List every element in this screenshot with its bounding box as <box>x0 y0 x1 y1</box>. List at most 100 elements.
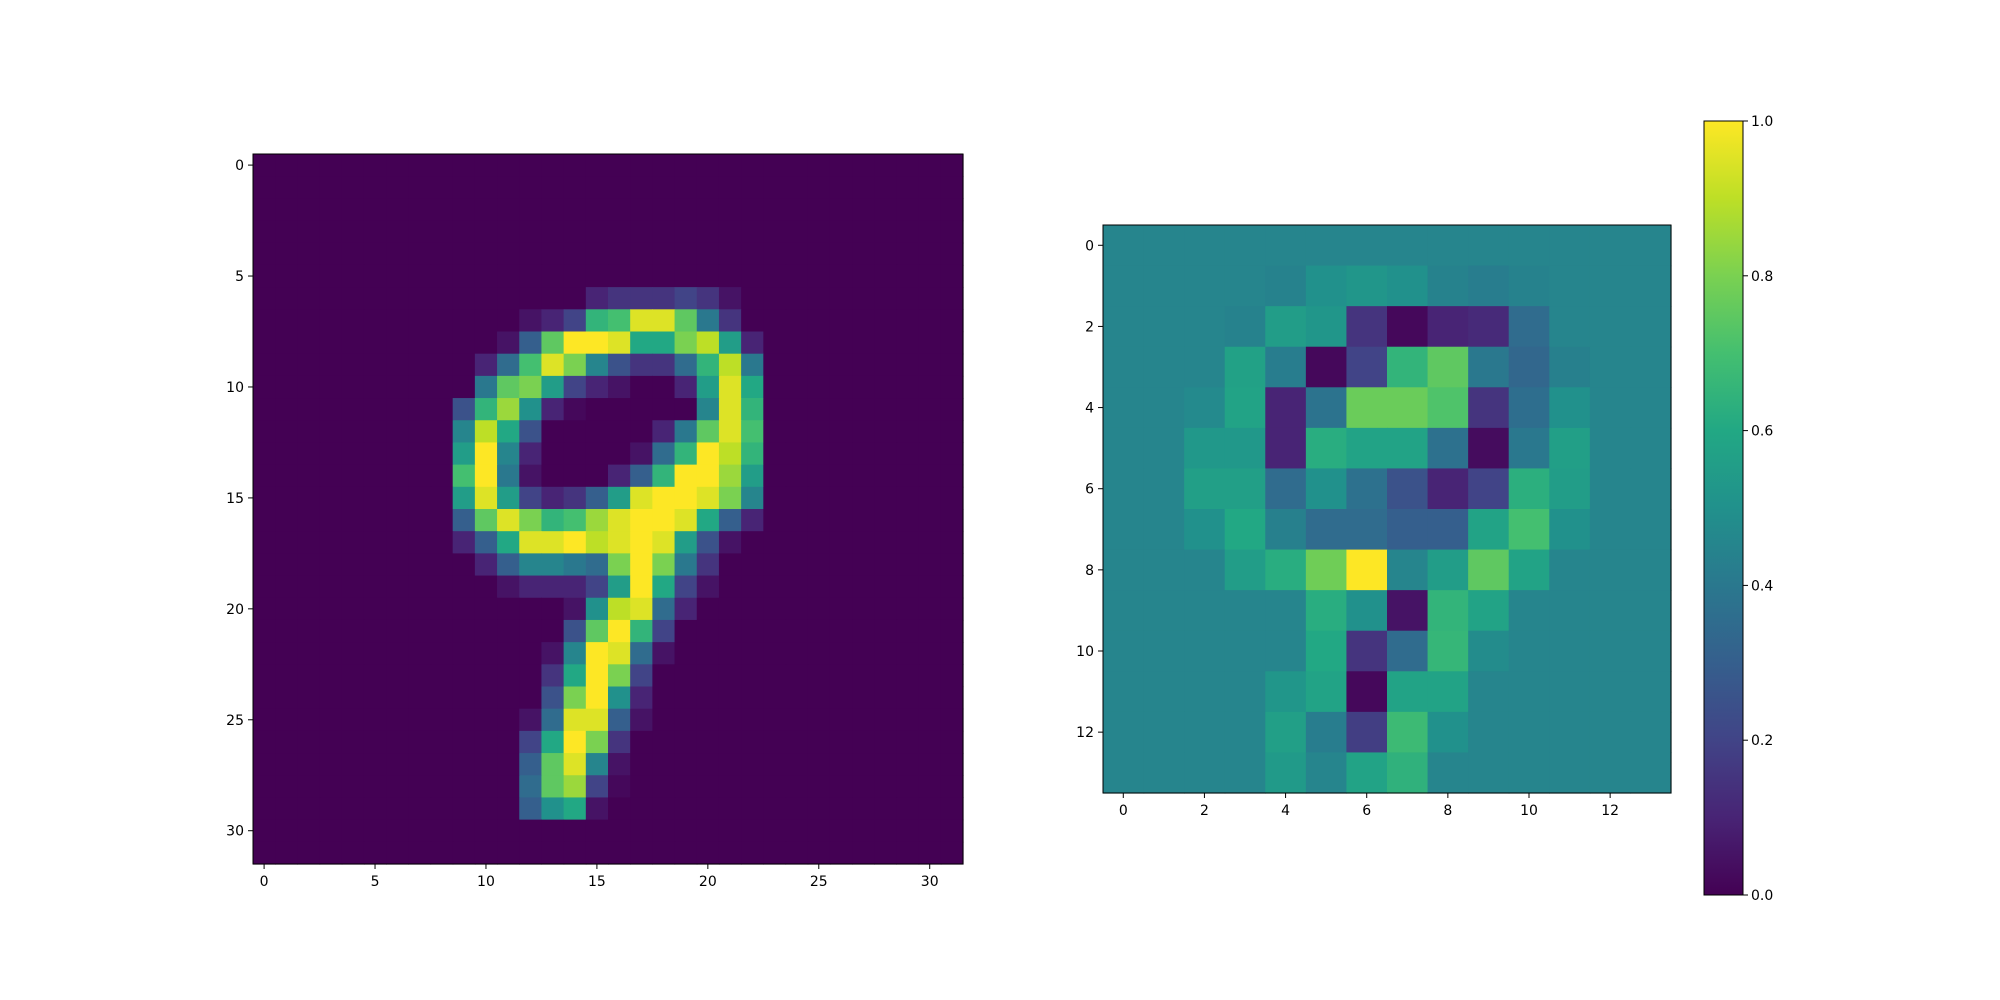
right-heatmap-cell <box>1468 630 1510 672</box>
left-heatmap-cell <box>253 242 276 266</box>
left-heatmap-cell <box>674 664 698 688</box>
left-heatmap-cell <box>497 398 520 421</box>
left-heatmap-cell <box>741 775 764 799</box>
left-heatmap-cell <box>297 353 321 377</box>
left-heatmap-cell <box>497 464 520 488</box>
left-heatmap-cell <box>807 309 831 333</box>
left-heatmap-cell <box>585 176 609 199</box>
left-heatmap-cell <box>785 553 809 577</box>
left-heatmap-cell <box>696 553 720 577</box>
right-heatmap-cell <box>1143 468 1185 510</box>
left-heatmap-cell <box>452 708 476 732</box>
left-heatmap-cell <box>874 686 898 710</box>
left-heatmap-cell <box>341 642 365 665</box>
right-heatmap-cell <box>1103 265 1145 307</box>
left-heatmap-cell <box>452 486 476 510</box>
left-heatmap-cell <box>829 220 853 244</box>
left-heatmap-cell <box>918 575 942 599</box>
right-heatmap-cell <box>1265 711 1307 754</box>
left-heatmap-cell <box>386 198 409 222</box>
left-heatmap-cell <box>874 753 898 776</box>
left-heatmap-cell <box>474 242 498 266</box>
left-heatmap-cell <box>386 597 409 621</box>
left-heatmap-cell <box>807 242 831 266</box>
left-heatmap-cell <box>430 553 454 577</box>
left-heatmap-cell <box>829 287 853 310</box>
right-heatmap-cell <box>1630 549 1672 591</box>
left-heatmap-cell <box>363 198 387 222</box>
left-heatmap-cell <box>563 819 587 843</box>
left-heatmap-cell <box>452 797 476 821</box>
left-heatmap-cell <box>608 642 631 665</box>
left-heatmap-cell <box>497 531 520 554</box>
left-heatmap-cell <box>497 287 520 310</box>
left-heatmap-cell <box>408 309 432 333</box>
left-heatmap-cell <box>341 176 365 199</box>
left-heatmap-cell <box>474 642 498 665</box>
left-heatmap-cell <box>918 531 942 554</box>
left-heatmap-cell <box>275 331 298 355</box>
right-heatmap-cell <box>1224 346 1266 388</box>
left-heatmap-cell <box>785 331 809 355</box>
left-heatmap-cell <box>741 176 764 199</box>
right-heatmap-cell <box>1589 306 1632 348</box>
left-heatmap-cell <box>852 264 875 288</box>
left-heatmap-cell <box>918 730 942 754</box>
right-heatmap-cell <box>1508 671 1550 713</box>
left-heatmap-cell <box>696 198 720 222</box>
right-heatmap-cell <box>1346 509 1388 551</box>
left-heatmap-cell <box>275 553 298 577</box>
left-heatmap-cell <box>763 797 787 821</box>
right-heatmap-cell <box>1508 306 1550 348</box>
left-heatmap-cell <box>253 819 276 843</box>
right-heatmap-cell <box>1265 468 1307 510</box>
left-heatmap-cell <box>874 375 898 399</box>
left-heatmap-cell <box>696 176 720 199</box>
right-heatmap-cell <box>1265 225 1307 267</box>
right-heatmap-cell <box>1143 671 1185 713</box>
right-heatmap-cell <box>1427 509 1469 551</box>
left-heatmap-cell <box>275 287 298 310</box>
left-heatmap-cell <box>497 730 520 754</box>
left-heatmap-cell <box>319 753 343 776</box>
left-heatmap-cell <box>297 686 321 710</box>
right-heatmap-cell <box>1387 468 1429 510</box>
left-heatmap-cell <box>718 398 742 421</box>
left-heatmap-cell <box>363 708 387 732</box>
left-heatmap-cell <box>253 331 276 355</box>
left-heatmap-cell <box>341 442 365 466</box>
left-heatmap-cell <box>652 198 676 222</box>
left-heatmap-cell <box>497 486 520 510</box>
left-heatmap-cell <box>297 287 321 310</box>
left-heatmap-cell <box>608 553 631 577</box>
left-heatmap-cell <box>608 287 631 310</box>
left-heatmap-cell <box>253 464 276 488</box>
left-heatmap-cell <box>674 819 698 843</box>
right-heatmap-cell <box>1589 225 1632 267</box>
left-heatmap-cell <box>363 619 387 643</box>
right-heatmap-cell <box>1630 590 1672 632</box>
left-heatmap-cell <box>363 664 387 688</box>
left-heatmap-cell <box>275 531 298 554</box>
left-heatmap-cell <box>341 686 365 710</box>
colorbar-tick-label: 0.2 <box>1751 733 1773 749</box>
right-heatmap-cell <box>1549 265 1591 307</box>
left-heatmap-cell <box>585 730 609 754</box>
left-heatmap-cell <box>608 242 631 266</box>
left-heatmap-cell <box>497 509 520 532</box>
left-heatmap-cell <box>430 198 454 222</box>
left-heatmap-cell <box>874 331 898 355</box>
left-heatmap-cell <box>763 531 787 554</box>
left-heatmap-cell <box>408 353 432 377</box>
left-heatmap-cell <box>741 531 764 554</box>
right-heatmap-x-tick-label: 12 <box>1601 803 1619 819</box>
right-heatmap-cell <box>1387 225 1429 267</box>
left-heatmap-cell <box>785 664 809 688</box>
left-heatmap-cell <box>763 664 787 688</box>
left-heatmap-cell <box>807 797 831 821</box>
left-heatmap-cell <box>408 597 432 621</box>
right-heatmap-cell <box>1265 549 1307 591</box>
left-heatmap-cell <box>718 442 742 466</box>
left-heatmap-cell <box>297 442 321 466</box>
left-heatmap-cell <box>940 819 964 843</box>
